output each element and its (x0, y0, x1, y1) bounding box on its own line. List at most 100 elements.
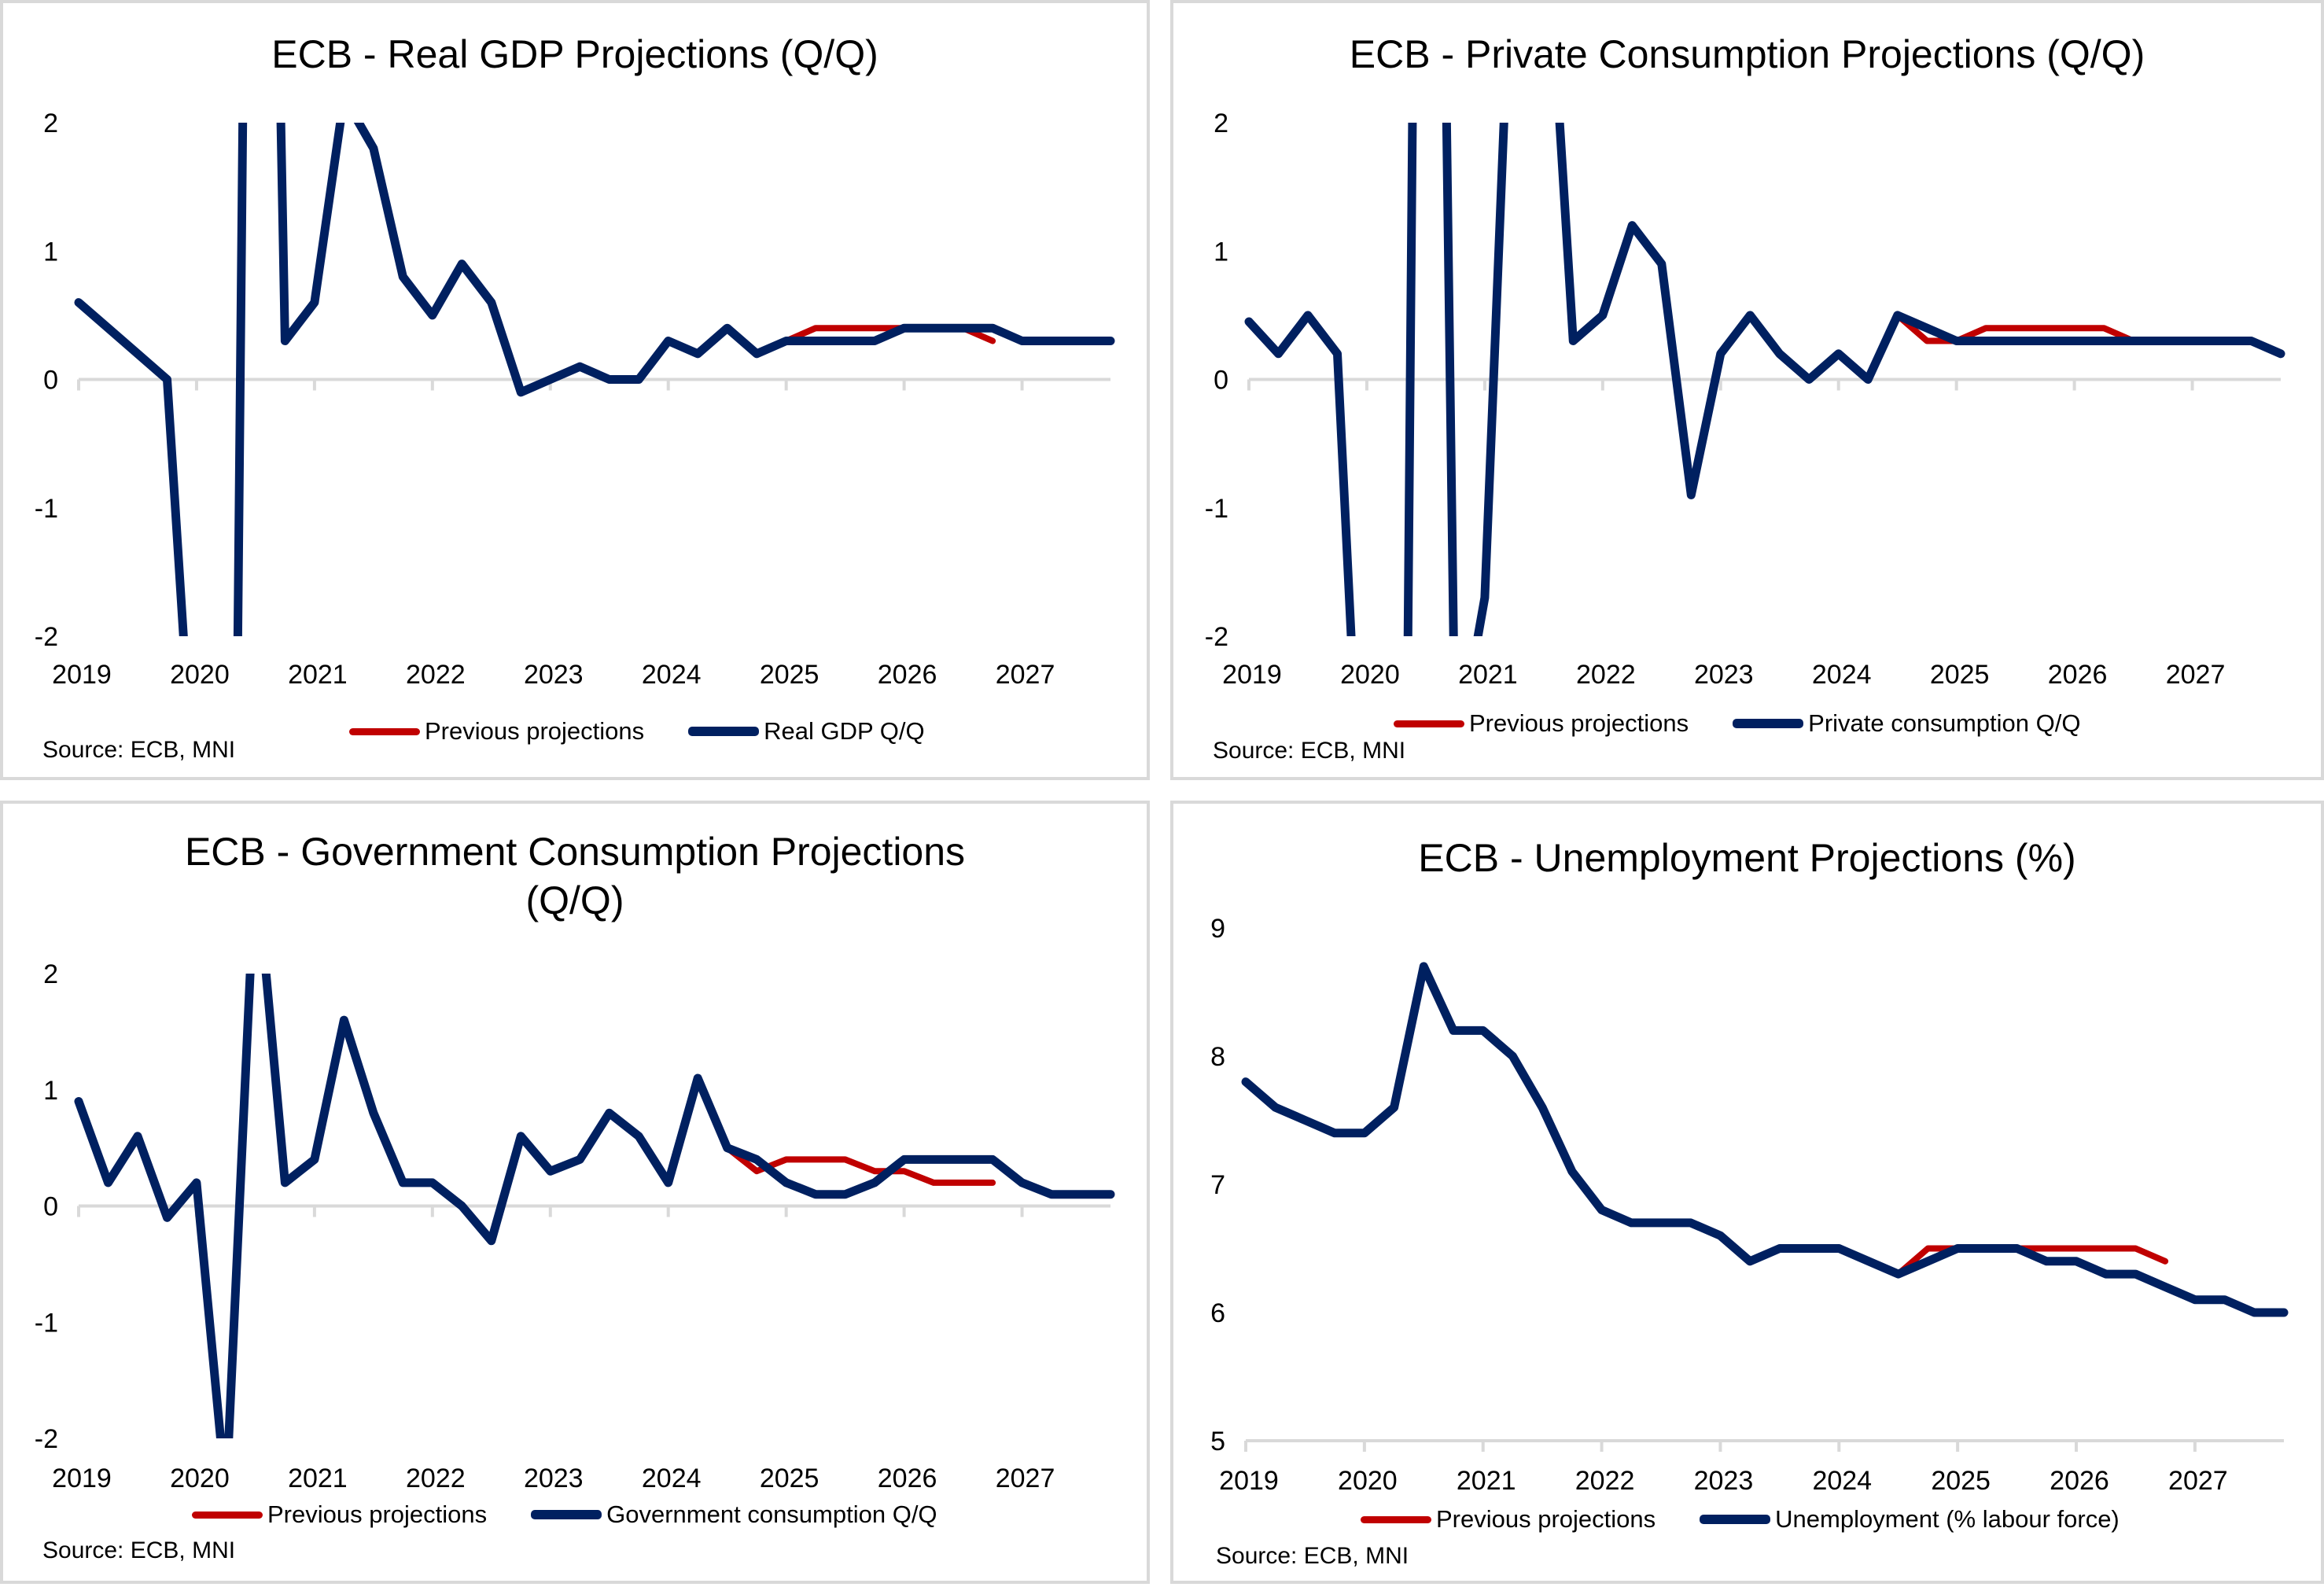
legend-item-current: Government consumption Q/Q (531, 1500, 937, 1529)
legend-label: Unemployment (% labour force) (1775, 1505, 2120, 1534)
x-tick-label: 2027 (2168, 1466, 2228, 1496)
x-tick-label: 2020 (1338, 1466, 1398, 1496)
x-tick-label: 2019 (52, 660, 112, 690)
x-tick-label: 2021 (288, 1464, 348, 1493)
legend-item-current: Unemployment (% labour force) (1700, 1505, 2120, 1534)
legend-label: Government consumption Q/Q (606, 1500, 937, 1529)
y-tick-label: 6 (1210, 1298, 1225, 1328)
x-tick-label: 2022 (1576, 660, 1636, 690)
x-tick-label: 2027 (996, 1464, 1055, 1493)
x-tick-label: 2021 (288, 660, 348, 690)
x-tick-label: 2027 (996, 660, 1055, 690)
y-tick-label: 2 (1214, 109, 1228, 138)
chart-panel-government-consumption: ECB - Government Consumption Projections… (0, 801, 1150, 1584)
legend-swatch-previous (1361, 1516, 1431, 1523)
x-tick-label: 2020 (170, 660, 230, 690)
x-tick-label: 2024 (1812, 1466, 1872, 1496)
x-tick-label: 2023 (524, 1464, 584, 1493)
x-tick-label: 2026 (2048, 660, 2108, 690)
series-line-current (79, 3, 1110, 783)
y-tick-label: 7 (1210, 1170, 1225, 1200)
y-tick-label: 8 (1210, 1042, 1225, 1072)
chart-legend: Previous projections Government consumpt… (192, 1500, 982, 1529)
legend-item-current: Private consumption Q/Q (1733, 709, 2080, 738)
y-tick-label: 2 (43, 109, 58, 138)
chart-svg-government-consumption: 2019 2020 2021 2022 2023 2024 2025 2026 2027 2 1 0 -… (3, 804, 1153, 1587)
legend-swatch-previous (349, 728, 420, 735)
x-tick-label: 2019 (52, 1464, 112, 1493)
y-tick-label: -1 (35, 494, 58, 524)
legend-label: Private consumption Q/Q (1808, 709, 2080, 738)
source-note: Source: ECB, MNI (1213, 738, 1405, 764)
chart-svg-unemployment: 2019 2020 2021 2022 2023 2024 2025 2026 2027 9 8 7 6… (1173, 804, 2324, 1587)
y-tick-label: 0 (43, 1192, 58, 1222)
x-tick-label: 2024 (642, 1464, 702, 1493)
x-tick-label: 2020 (1340, 660, 1400, 690)
x-tick-label: 2023 (1694, 1466, 1754, 1496)
source-note: Source: ECB, MNI (42, 1537, 235, 1564)
x-tick-label: 2019 (1219, 1466, 1279, 1496)
chart-legend: Previous projections Real GDP Q/Q (349, 717, 969, 746)
legend-label: Previous projections (267, 1500, 487, 1529)
legend-item-previous: Previous projections (349, 717, 644, 746)
y-tick-label: -1 (35, 1308, 58, 1338)
legend-label: Previous projections (1436, 1505, 1656, 1534)
x-tick-label: 2022 (406, 660, 466, 690)
x-tick-label: 2025 (1930, 660, 1990, 690)
y-tick-label: -2 (35, 622, 58, 652)
x-tick-label: 2025 (1931, 1466, 1991, 1496)
x-tick-label: 2027 (2166, 660, 2226, 690)
legend-swatch-current (531, 1510, 602, 1519)
legend-item-previous: Previous projections (1361, 1505, 1656, 1534)
x-tick-label: 2022 (1575, 1466, 1635, 1496)
y-tick-label: 0 (1214, 366, 1228, 396)
y-tick-label: 1 (43, 237, 58, 267)
legend-swatch-current (688, 727, 759, 736)
x-tick-label: 2025 (760, 660, 819, 690)
legend-swatch-current (1700, 1515, 1770, 1524)
legend-label: Previous projections (1469, 709, 1689, 738)
legend-swatch-current (1733, 719, 1803, 728)
legend-item-current: Real GDP Q/Q (688, 717, 924, 746)
x-tick-label: 2024 (642, 660, 702, 690)
y-tick-label: 0 (43, 366, 58, 396)
x-tick-label: 2024 (1812, 660, 1872, 690)
x-tick-label: 2026 (878, 1464, 937, 1493)
legend-label: Real GDP Q/Q (764, 717, 924, 746)
legend-item-previous: Previous projections (192, 1500, 487, 1529)
chart-legend: Previous projections Private consumption… (1394, 709, 2124, 738)
source-note: Source: ECB, MNI (42, 737, 235, 764)
y-tick-label: 1 (1214, 237, 1228, 267)
legend-label: Previous projections (425, 717, 644, 746)
x-tick-label: 2020 (170, 1464, 230, 1493)
y-tick-label: -2 (1205, 622, 1228, 652)
legend-swatch-previous (192, 1512, 263, 1519)
x-tick-label: 2022 (406, 1464, 466, 1493)
y-tick-label: 1 (43, 1076, 58, 1106)
chart-svg-gdp: 2019 2020 2021 2022 2023 2024 2025 2026 2027 2 1 0 -… (3, 3, 1153, 783)
x-tick-label: 2025 (760, 1464, 819, 1493)
legend-item-previous: Previous projections (1394, 709, 1689, 738)
y-tick-label: 9 (1210, 914, 1225, 944)
chart-panel-private-consumption: ECB - Private Consumption Projections (Q… (1170, 0, 2324, 780)
series-line-current (1246, 967, 2284, 1313)
chart-svg-private-consumption: 2019 2020 2021 2022 2023 2024 2025 2026 2027 2 1 0 -… (1173, 3, 2324, 783)
series-line-current (1249, 3, 2281, 783)
x-tick-label: 2026 (878, 660, 937, 690)
x-tick-label: 2026 (2050, 1466, 2109, 1496)
y-tick-label: -2 (35, 1424, 58, 1454)
y-tick-label: 2 (43, 959, 58, 989)
y-tick-label: 5 (1210, 1427, 1225, 1456)
legend-swatch-previous (1394, 720, 1464, 727)
x-tick-label: 2021 (1458, 660, 1518, 690)
x-tick-label: 2019 (1222, 660, 1282, 690)
x-tick-label: 2023 (1694, 660, 1754, 690)
x-tick-label: 2023 (524, 660, 584, 690)
y-tick-label: -1 (1205, 494, 1228, 524)
x-tick-label: 2021 (1457, 1466, 1516, 1496)
series-line-current (79, 857, 1110, 1497)
chart-legend: Previous projections Unemployment (% lab… (1361, 1505, 2164, 1534)
source-note: Source: ECB, MNI (1216, 1543, 1409, 1570)
